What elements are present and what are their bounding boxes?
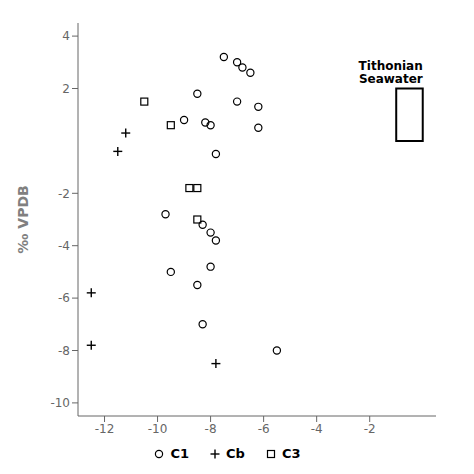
- svg-text:-10: -10: [148, 422, 168, 436]
- svg-text:TithonianSeawater: TithonianSeawater: [359, 59, 423, 86]
- html-text:Cb: Cb: [226, 446, 245, 461]
- html-text:C1: C1: [170, 446, 190, 461]
- svg-text:-10: -10: [50, 396, 70, 410]
- svg-text:-8: -8: [205, 422, 217, 436]
- svg-text:-6: -6: [258, 422, 270, 436]
- svg-text:2: 2: [62, 82, 70, 96]
- svg-text:-4: -4: [58, 239, 70, 253]
- svg-text:‰ VPDB: ‰ VPDB: [15, 185, 31, 253]
- svg-text:-2: -2: [58, 187, 70, 201]
- svg-text:-2: -2: [364, 422, 376, 436]
- svg-text:-4: -4: [311, 422, 323, 436]
- svg-text:-8: -8: [58, 344, 70, 358]
- svg-text:-12: -12: [95, 422, 115, 436]
- svg-text:-6: -6: [58, 291, 70, 305]
- svg-text:4: 4: [62, 29, 70, 43]
- html-text:C3: C3: [281, 446, 301, 461]
